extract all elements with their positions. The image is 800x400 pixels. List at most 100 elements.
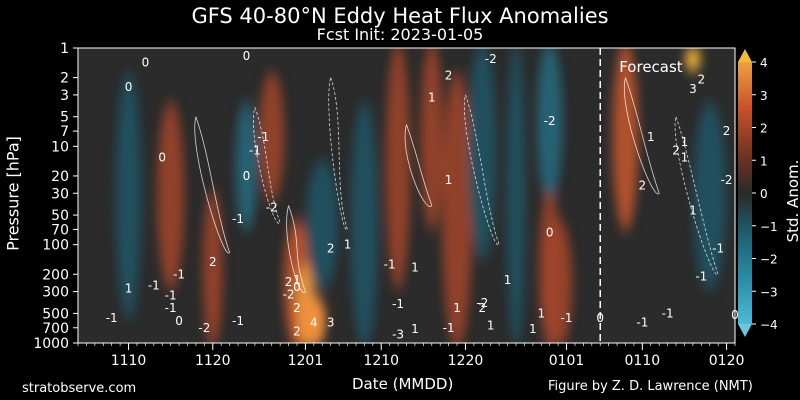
- contour-label: 1: [428, 91, 436, 105]
- contour-label: 2: [672, 143, 680, 157]
- contour-line: [328, 77, 348, 230]
- anomaly-patch: [259, 71, 285, 202]
- chart-subtitle: Fcst Init: 2023-01-05: [316, 25, 484, 44]
- x-tick-label: 1210: [363, 353, 399, 369]
- contour-label: -1: [106, 311, 118, 325]
- contour-label: -1: [257, 130, 269, 144]
- contour-label: -1: [165, 301, 177, 315]
- y-tick-label: 20: [51, 169, 69, 185]
- colorbar-tick-label: 3: [760, 89, 768, 103]
- contour-label: -1: [232, 212, 244, 226]
- contour-label: 2: [293, 324, 301, 338]
- site-credit: stratobserve.com: [22, 381, 137, 396]
- contour-label: 1: [445, 173, 453, 187]
- y-tick-label: 200: [42, 267, 69, 283]
- contour-line: [623, 77, 660, 195]
- contour-label: -1: [165, 289, 177, 303]
- anomaly-patch: [506, 48, 526, 343]
- anomaly-patch: [441, 71, 473, 343]
- contour-label: -2: [485, 52, 497, 66]
- contour-label: 0: [158, 151, 166, 165]
- y-tick-label: 3: [60, 88, 69, 104]
- contour-label: -1: [695, 269, 707, 283]
- y-tick-label: 70: [51, 222, 69, 238]
- colorbar-tick-label: −4: [760, 318, 778, 332]
- x-tick-label: 0110: [625, 353, 661, 369]
- contour-label: 1: [344, 238, 352, 252]
- contour-label: 1: [681, 151, 689, 165]
- contour-label: -1: [712, 242, 724, 256]
- x-tick-label: 0101: [549, 353, 585, 369]
- contour-label: 0: [142, 55, 150, 69]
- contour-label: 0: [546, 225, 554, 239]
- contour-label: 1: [293, 273, 301, 287]
- contour-label: 3: [327, 316, 335, 330]
- contour-label: -1: [443, 321, 455, 335]
- contour-label: 1: [537, 306, 545, 320]
- contour-label: 1: [411, 260, 419, 274]
- contour-label: 1: [411, 322, 419, 336]
- contour-label: 1: [647, 130, 655, 144]
- anomaly-patch: [420, 48, 444, 231]
- y-tick-label: 2: [60, 71, 69, 87]
- contour-label: -3: [392, 328, 404, 342]
- anomaly-patch: [202, 189, 223, 343]
- anomaly-patch: [306, 160, 339, 290]
- colorbar-tick-label: −1: [760, 220, 778, 234]
- colorbar-extend-low: [738, 324, 752, 337]
- contour-label: -1: [384, 258, 396, 272]
- contour-label: 1: [504, 273, 512, 287]
- contour-label: 0: [243, 169, 251, 183]
- contour-label: -1: [249, 143, 261, 157]
- y-tick-label: 300: [42, 285, 69, 301]
- anomaly-patch: [350, 101, 379, 343]
- y-tick-label: 50: [51, 208, 69, 224]
- colorbar-tick-label: 2: [760, 122, 768, 136]
- contour-label: 2: [639, 178, 647, 192]
- contour-label: -1: [232, 314, 244, 328]
- y-tick-label: 30: [51, 186, 69, 202]
- colorbar-tick-label: 1: [760, 154, 768, 168]
- contour-line: [463, 94, 500, 246]
- contour-label: 2: [209, 255, 217, 269]
- contour-line: [194, 116, 231, 254]
- colorbar-tick-label: −3: [760, 285, 778, 299]
- contour-label: 2: [723, 124, 731, 138]
- colorbar-scale: [738, 62, 752, 324]
- contour-label: -2: [476, 296, 488, 310]
- contour-label: -1: [636, 316, 648, 330]
- contour-label: 1: [453, 301, 461, 315]
- contour-label: -1: [392, 297, 404, 311]
- contour-label: 1: [529, 322, 537, 336]
- contour-label: 0: [243, 49, 251, 63]
- anomaly-patch: [693, 101, 727, 290]
- contour-line: [404, 124, 433, 207]
- contour-label: 1: [689, 204, 697, 218]
- anomaly-patch: [235, 101, 258, 231]
- chart-title: GFS 40-80°N Eddy Heat Flux Anomalies: [191, 4, 609, 28]
- anomaly-patch: [115, 71, 142, 320]
- contour-label: 1: [125, 282, 133, 296]
- x-axis: 1110 1120 1201 1210 1220 0101 0110 0120: [77, 343, 745, 369]
- y-tick-label: 100: [42, 238, 69, 254]
- colorbar-extend-high: [738, 49, 752, 62]
- contour-label: 0: [125, 80, 133, 94]
- y-tick-label: 5: [60, 110, 69, 126]
- contour-label: 2: [293, 301, 301, 315]
- contour-label: 2: [285, 275, 293, 289]
- y-tick-label: 10: [51, 139, 69, 155]
- colorbar-tick-label: 0: [760, 187, 768, 201]
- forecast-label: Forecast: [619, 58, 683, 76]
- contour-label: 2: [445, 68, 453, 82]
- contour-label: 3: [689, 82, 697, 96]
- contour-label: 2: [327, 242, 335, 256]
- contour-label: -2: [283, 287, 295, 301]
- contour-label: -2: [721, 173, 733, 187]
- anomaly-patch: [543, 219, 573, 343]
- x-tick-label: 0120: [709, 353, 745, 369]
- colorbar-tick-label: −2: [760, 253, 778, 267]
- contour-label: -1: [561, 311, 573, 325]
